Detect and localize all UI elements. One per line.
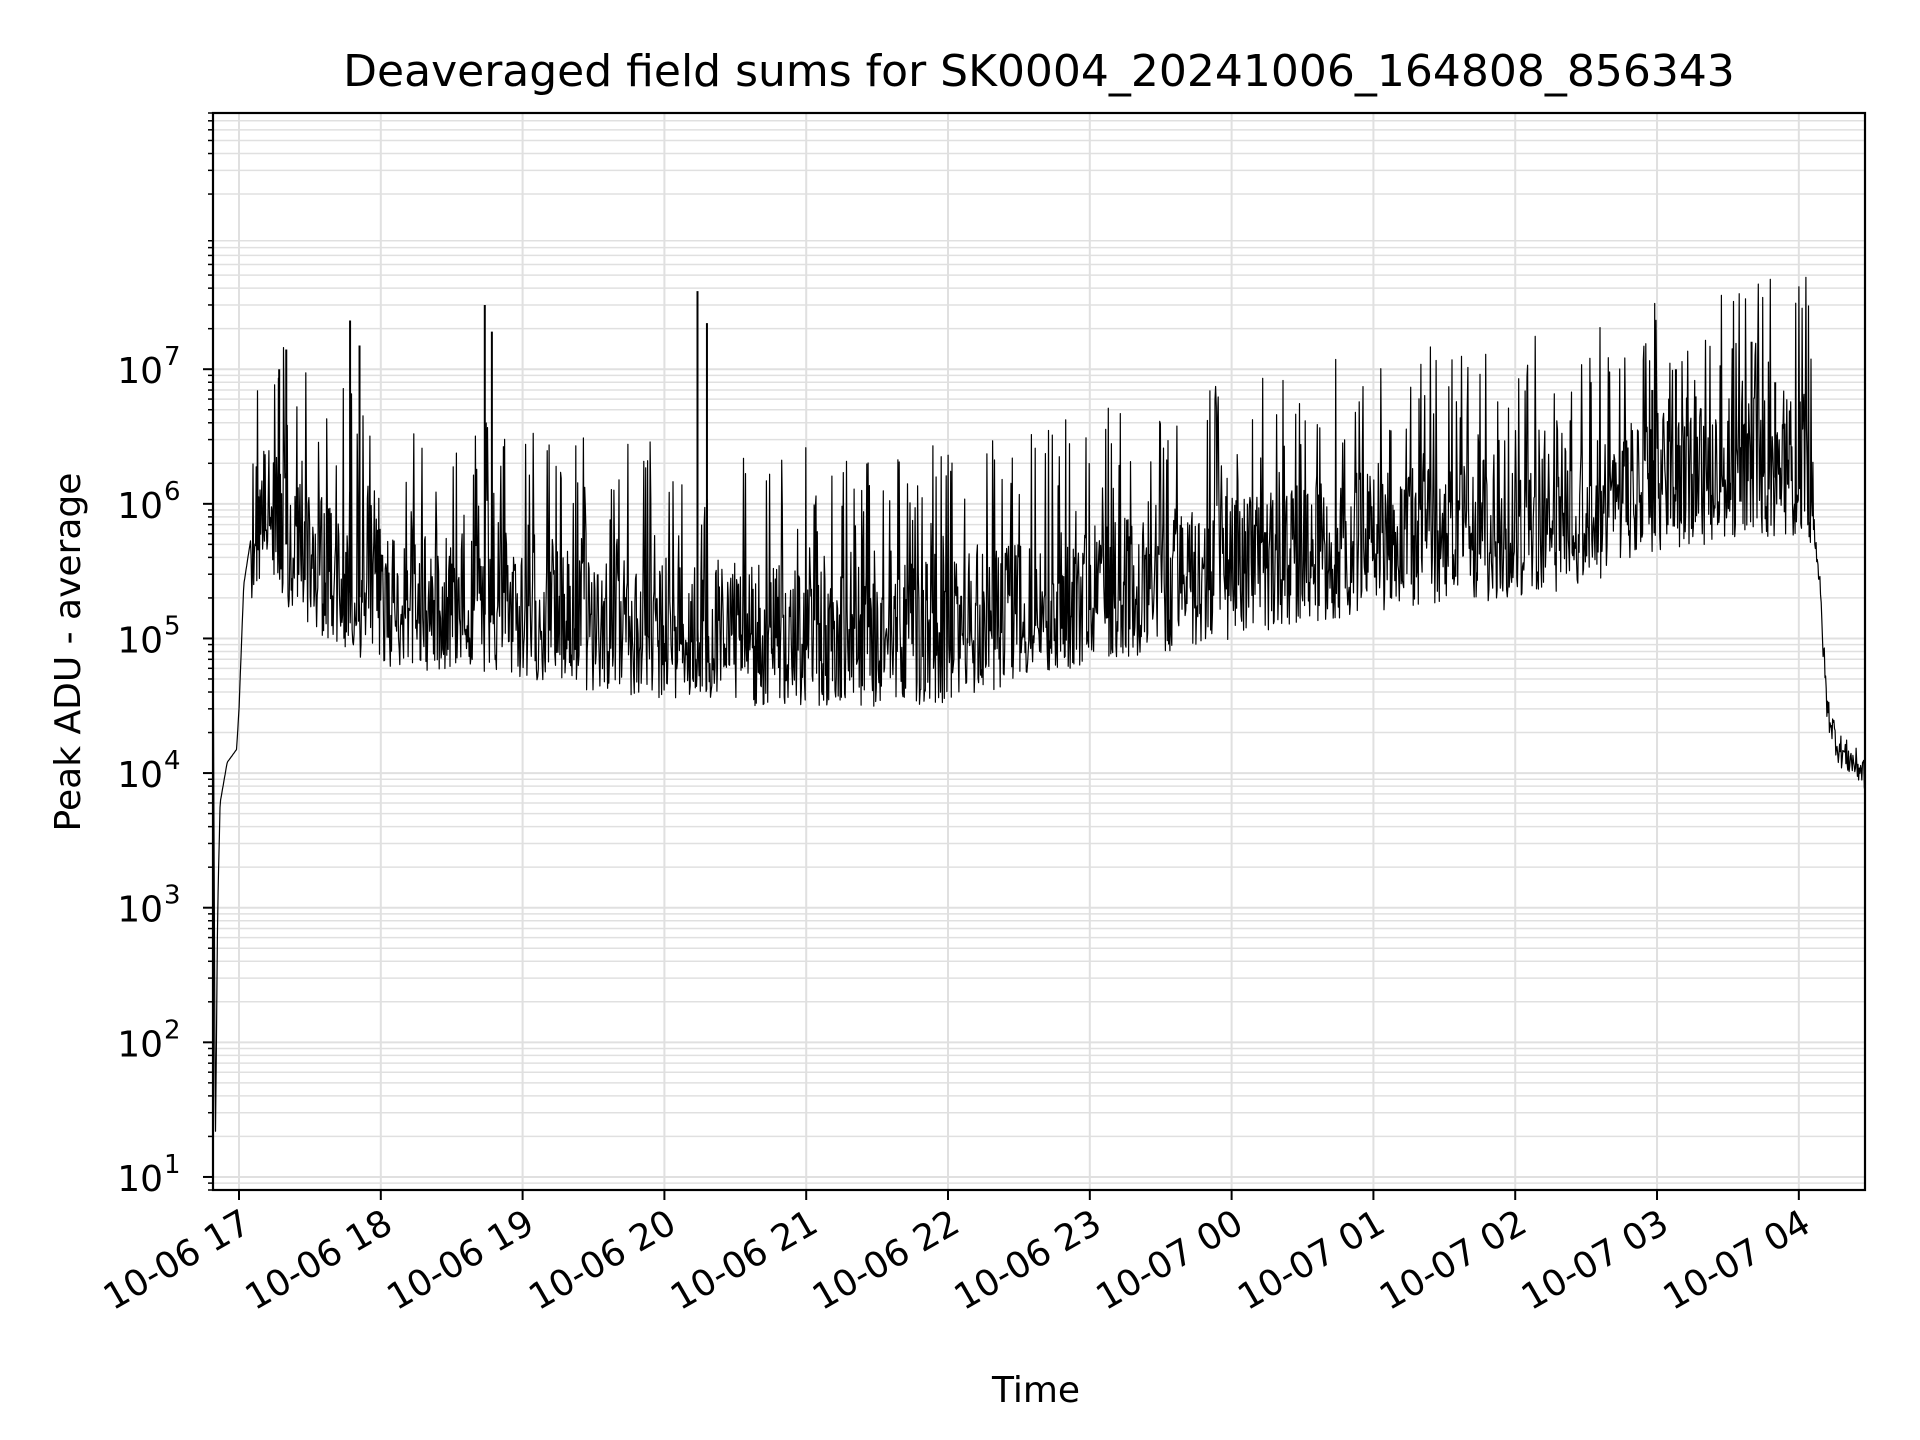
y-tick-exponent: 3 — [164, 881, 181, 911]
y-tick-label: 10 — [117, 351, 163, 392]
y-tick-label: 10 — [117, 890, 163, 931]
y-tick-label: 10 — [117, 755, 163, 796]
y-tick-exponent: 4 — [164, 746, 181, 776]
y-tick-exponent: 7 — [164, 342, 181, 372]
y-tick-label: 10 — [117, 1159, 163, 1200]
x-axis-label: Time — [991, 1370, 1080, 1411]
y-tick-label: 10 — [117, 620, 163, 661]
y-tick-exponent: 6 — [164, 477, 181, 507]
y-tick-exponent: 5 — [164, 611, 181, 641]
y-tick-label: 10 — [117, 1024, 163, 1065]
y-axis-label: Peak ADU - average — [48, 473, 89, 832]
plot-series — [212, 276, 1866, 1132]
grid — [213, 112, 1865, 1191]
series-line — [212, 276, 1866, 1132]
y-tick-exponent: 2 — [164, 1015, 181, 1045]
y-tick-exponent: 1 — [164, 1150, 181, 1180]
chart-title: Deaveraged field sums for SK0004_2024100… — [343, 46, 1735, 97]
y-tick-label: 10 — [117, 486, 163, 527]
